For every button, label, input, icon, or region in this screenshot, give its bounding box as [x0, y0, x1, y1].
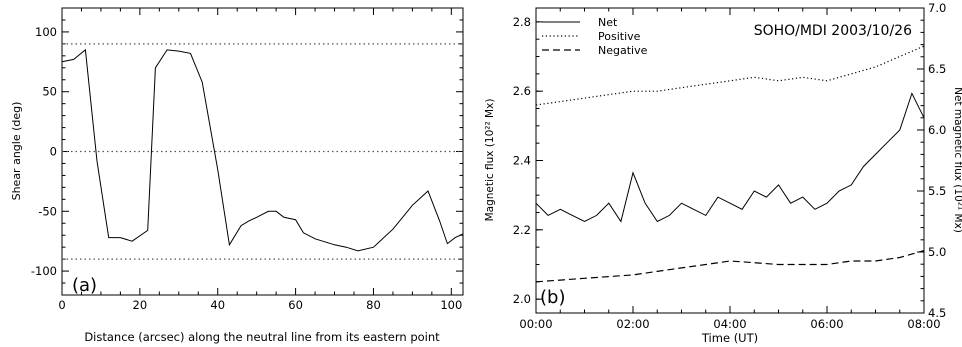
panel-b-x-axis-label: Time (UT) — [701, 331, 758, 345]
panel-a-x-tick-label: 0 — [58, 298, 65, 312]
legend-negative-label: Negative — [598, 44, 648, 57]
panel-b-y-tick-label: 2.0 — [513, 292, 531, 306]
panel-b-y-tick-label: 2.4 — [513, 154, 531, 168]
panel-b-right-y-axis-label: Net magnetic flux (10²¹ Mx) — [952, 87, 962, 233]
panel-b-y2-tick-label: 4.5 — [928, 306, 946, 320]
panel-a-x-tick-label: 40 — [210, 298, 225, 312]
panel-a-y-tick-label: 100 — [35, 25, 57, 39]
panel-b-y-tick-label: 2.8 — [513, 15, 531, 29]
panel-b-y-tick-label: 2.6 — [513, 84, 531, 98]
positive-flux-line — [535, 45, 925, 106]
panel-b-y2-tick-label: 5.0 — [928, 245, 946, 259]
net-flux-line — [535, 92, 925, 223]
negative-flux-line — [535, 250, 925, 283]
panel-a-y-tick-label: -100 — [31, 264, 57, 278]
panel-b-magnetic-flux: 00:00 02:00 04:00 06:00 08:00 2.0 2.2 2.4 2.6 2.8… — [484, 1, 962, 345]
panel-b-y-tick-label: 2.2 — [513, 223, 531, 237]
panel-b-title: SOHO/MDI 2003/10/26 — [754, 23, 912, 39]
panel-b-x-tick-label: 08:00 — [907, 317, 940, 331]
panel-a-x-tick-label: 60 — [288, 298, 303, 312]
panel-a-y-tick-label: -50 — [38, 204, 57, 218]
panel-b-x-tick-label: 06:00 — [810, 317, 843, 331]
legend-net-label: Net — [598, 16, 618, 29]
panel-a-x-tick-label: 20 — [133, 298, 148, 312]
panel-b-y2-tick-label: 5.5 — [928, 184, 946, 198]
panel-b-x-tick-label: 04:00 — [713, 317, 746, 331]
panel-b-label: (b) — [540, 287, 565, 308]
shear-angle-line — [61, 48, 464, 252]
panel-a-x-tick-label: 100 — [440, 298, 462, 312]
panel-b-y2-tick-label: 6.5 — [928, 62, 946, 76]
panel-a-shear-angle: 0 20 40 60 80 100 -100 -50 0 50 100 (a) Distance (… — [10, 7, 464, 344]
panel-b-frame — [535, 7, 925, 314]
panel-a-frame — [61, 7, 464, 296]
panel-a-y-tick-label: 0 — [50, 145, 57, 159]
panel-a-x-axis-label: Distance (arcsec) along the neutral line… — [84, 330, 440, 344]
legend-positive-label: Positive — [598, 30, 641, 43]
panel-b-x-tick-label: 00:00 — [519, 317, 552, 331]
panel-a-y-tick-label: 50 — [42, 85, 57, 99]
panel-a-x-tick-label: 80 — [366, 298, 381, 312]
panel-b-x-tick-label: 02:00 — [616, 317, 649, 331]
panel-b-y2-tick-label: 6.0 — [928, 123, 946, 137]
panel-b-y2-tick-label: 7.0 — [928, 1, 946, 15]
panel-a-y-axis-label: Shear angle (deg) — [10, 102, 23, 201]
panel-a-label: (a) — [72, 275, 97, 296]
panel-b-left-y-axis-label: Magnetic flux (10²² Mx) — [484, 99, 496, 222]
legend: Net Positive Negative — [542, 16, 648, 57]
